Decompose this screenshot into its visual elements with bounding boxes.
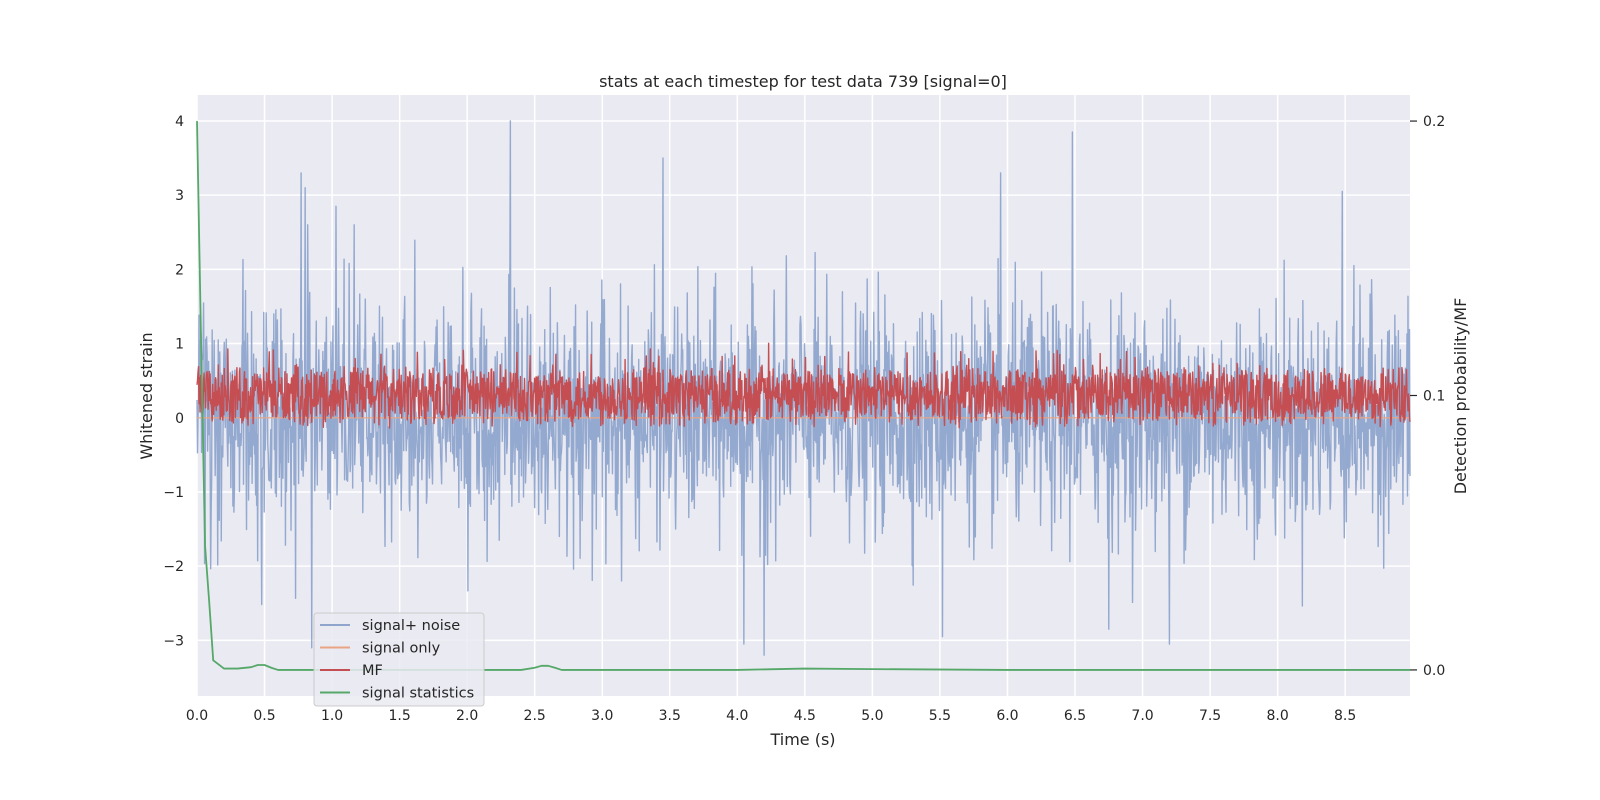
x-tick-label: 5.5 [929, 708, 951, 724]
x-axis: 0.0 0.5 1.0 1.5 2.0 2.5 3.0 3.5 4.0 4.5 5.0 5.5 6.0 6… [186, 708, 1356, 724]
series-line-0 [196, 120, 1411, 656]
y-right-tick-label: 0.0 [1423, 663, 1445, 679]
y-axis-right-title: Detection probability/MF [1451, 298, 1470, 495]
x-tick-label: 3.0 [591, 708, 613, 724]
y-left-tick-label: 4 [175, 114, 184, 130]
y-right-tick-label: 0.1 [1423, 389, 1445, 405]
legend-label: signal+ noise [362, 618, 460, 634]
y-left-tick-label: 3 [175, 188, 184, 204]
y-left-tick-label: 0 [175, 411, 184, 427]
x-tick-label: 2.0 [456, 708, 478, 724]
y-axis-right: 0.0 0.1 0.2 [1410, 114, 1445, 679]
x-tick-label: 6.0 [996, 708, 1018, 724]
x-tick-label: 4.0 [726, 708, 748, 724]
x-tick-label: 4.5 [794, 708, 816, 724]
y-left-tick-label: −3 [163, 633, 184, 649]
x-tick-label: 3.5 [659, 708, 681, 724]
legend-label: MF [362, 663, 383, 679]
x-tick-label: 7.5 [1199, 708, 1221, 724]
x-tick-label: 8.0 [1266, 708, 1288, 724]
y-left-tick-label: −2 [163, 559, 184, 575]
x-tick-label: 8.5 [1334, 708, 1356, 724]
legend-box [313, 612, 485, 707]
x-tick-label: 2.5 [524, 708, 546, 724]
y-left-tick-label: 1 [175, 337, 184, 353]
x-tick-label: 1.5 [388, 708, 410, 724]
y-axis-left: −3 −2 −1 0 1 2 3 4 [163, 114, 184, 649]
x-tick-label: 7.0 [1131, 708, 1153, 724]
x-tick-label: 6.5 [1064, 708, 1086, 724]
y-left-tick-label: −1 [163, 485, 184, 501]
chart-title: stats at each timestep for test data 739… [599, 72, 1007, 91]
x-tick-label: 0.0 [186, 708, 208, 724]
x-tick-label: 0.5 [253, 708, 275, 724]
y-right-tick-label: 0.2 [1423, 114, 1445, 130]
legend-label: signal statistics [362, 686, 474, 702]
series-line-2 [196, 342, 1411, 429]
y-left-tick-label: 2 [175, 262, 184, 278]
x-tick-label: 1.0 [321, 708, 343, 724]
legend-label: signal only [362, 641, 441, 657]
x-axis-title: Time (s) [769, 730, 835, 749]
y-axis-left-title: Whitened strain [137, 332, 156, 459]
legend: signal+ noise signal only MF signal statist… [313, 612, 485, 707]
x-tick-label: 5.0 [861, 708, 883, 724]
